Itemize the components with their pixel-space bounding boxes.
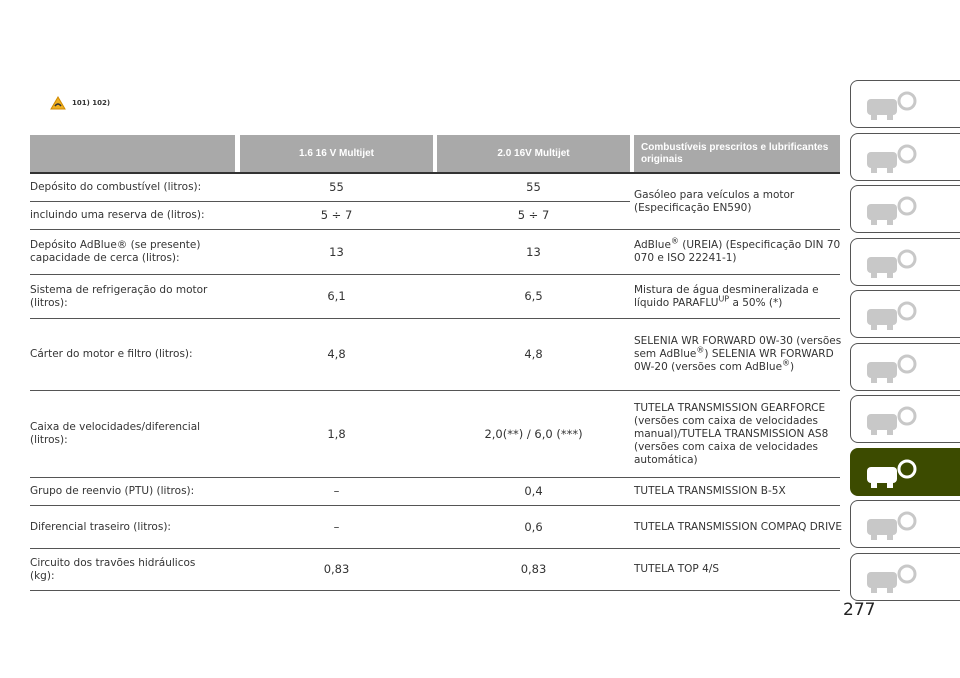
cell-value: 0,83 bbox=[520, 562, 547, 576]
row-label: Caixa de velocidades/diferencial (litros… bbox=[30, 421, 201, 446]
row-divider bbox=[30, 318, 840, 319]
cell-value: 5 ÷ 7 bbox=[320, 208, 353, 222]
row-divider bbox=[30, 548, 840, 549]
cell-value: 55 bbox=[526, 180, 541, 194]
row-divider bbox=[30, 590, 840, 591]
cell-value: 55 bbox=[329, 180, 344, 194]
multimedia-icon bbox=[867, 511, 917, 540]
spec-brakes: TUTELA TOP 4/S bbox=[634, 563, 719, 575]
spec-coolant: Mistura de água desmineralizada e líquid… bbox=[634, 283, 819, 309]
specs-gears-icon bbox=[867, 459, 917, 488]
side-tab-8[interactable] bbox=[850, 447, 960, 496]
header-engine-2-0: 2.0 16V Multijet bbox=[437, 135, 630, 172]
header-divider bbox=[30, 172, 840, 174]
header-fluids: Combustíveis prescritos e lubrificantes … bbox=[634, 135, 840, 172]
side-tab-4[interactable] bbox=[850, 237, 960, 286]
header-blank bbox=[30, 135, 235, 172]
key-steering-icon bbox=[867, 301, 917, 330]
row-divider bbox=[30, 477, 840, 478]
row-label: Depósito do combustível (litros): bbox=[30, 181, 202, 193]
side-tab-6[interactable] bbox=[850, 342, 960, 391]
warning-refs: 101) 102) bbox=[50, 96, 110, 110]
row-divider bbox=[30, 505, 840, 506]
index-search-icon bbox=[867, 564, 917, 593]
spec-rear-diff: TUTELA TRANSMISSION COMPAQ DRIVE bbox=[634, 520, 842, 533]
cell-value: 5 ÷ 7 bbox=[517, 208, 550, 222]
cell-value: 13 bbox=[329, 244, 344, 259]
row-divider bbox=[30, 274, 840, 275]
row-label: Circuito dos travões hidráulicos (kg): bbox=[30, 556, 196, 582]
car-wrench-icon bbox=[867, 406, 917, 435]
cell-value: 4,8 bbox=[524, 347, 543, 361]
warning-references: 101) 102) bbox=[72, 99, 111, 107]
cell-value: 0,83 bbox=[323, 562, 350, 576]
cell-value: 4,8 bbox=[327, 347, 346, 361]
cell-value: 0,6 bbox=[524, 519, 543, 534]
car-info-icon bbox=[867, 144, 917, 173]
spec-gearbox: TUTELA TRANSMISSION GEARFORCE (versões c… bbox=[634, 401, 829, 466]
car-breakdown-icon bbox=[867, 354, 917, 383]
row-label: incluindo uma reserva de (litros): bbox=[30, 209, 205, 221]
airbag-seatbelt-icon bbox=[867, 249, 917, 278]
cell-value: 6,5 bbox=[524, 289, 543, 303]
row-label: Grupo de reenvio (PTU) (litros): bbox=[30, 485, 195, 497]
row-label: Diferencial traseiro (litros): bbox=[30, 520, 171, 533]
cell-value: 0,4 bbox=[524, 484, 543, 498]
spec-adblue: AdBlue® (UREIA) (Especificação DIN 70 07… bbox=[634, 236, 841, 264]
row-label: Cárter do motor e filtro (litros): bbox=[30, 348, 193, 360]
spec-ptu: TUTELA TRANSMISSION B-5X bbox=[634, 485, 786, 497]
side-tab-7[interactable] bbox=[850, 395, 960, 443]
cell-value: – bbox=[333, 484, 340, 498]
spec-fuel: Gasóleo para veículos a motor (Especific… bbox=[634, 188, 795, 214]
page-number: 277 bbox=[843, 600, 876, 620]
row-divider bbox=[30, 390, 840, 391]
car-search-icon bbox=[867, 91, 917, 120]
side-tab-3[interactable] bbox=[850, 185, 960, 233]
warning-triangle-icon bbox=[50, 96, 66, 110]
cell-value: 13 bbox=[526, 244, 541, 259]
side-tab-10[interactable] bbox=[850, 552, 960, 601]
row-divider bbox=[30, 229, 840, 230]
header-engine-1-6: 1.6 16 V Multijet bbox=[240, 135, 433, 172]
row-label: Depósito AdBlue® (se presente) capacidad… bbox=[30, 239, 201, 264]
side-tab-1[interactable] bbox=[850, 80, 960, 128]
side-tab-9[interactable] bbox=[850, 500, 960, 548]
cell-value: – bbox=[333, 519, 340, 534]
cell-value: 1,8 bbox=[327, 426, 346, 441]
cell-value: 2,0(**) / 6,0 (***) bbox=[484, 426, 583, 441]
row-divider bbox=[30, 201, 630, 202]
warning-lights-message-icon bbox=[867, 196, 917, 225]
side-tab-2[interactable] bbox=[850, 132, 960, 181]
side-tab-5[interactable] bbox=[850, 290, 960, 338]
cell-value: 6,1 bbox=[327, 289, 346, 303]
row-label: Sistema de refrigeração do motor (litros… bbox=[30, 283, 208, 309]
spec-engine-oil: SELENIA WR FORWARD 0W-30 (versões sem Ad… bbox=[634, 335, 842, 373]
